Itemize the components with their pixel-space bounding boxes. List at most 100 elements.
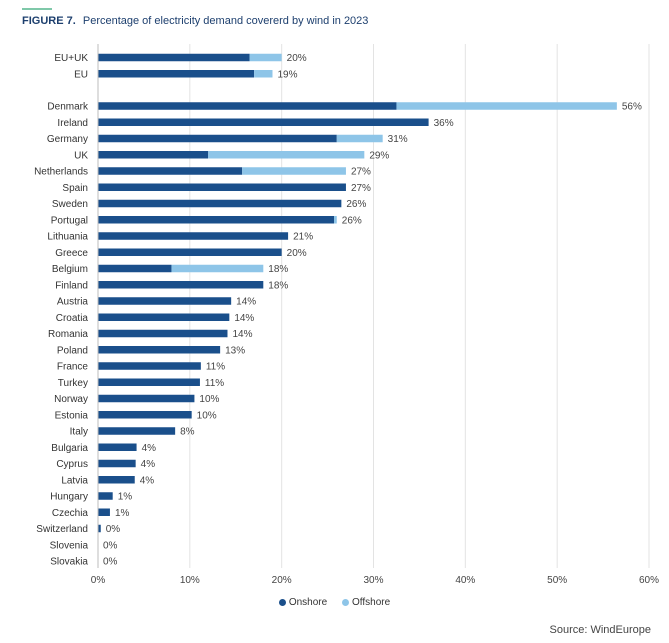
category-label: Estonia <box>55 410 89 421</box>
accent-line <box>22 8 52 10</box>
data-label: 27% <box>351 167 371 178</box>
bar-offshore <box>396 102 617 110</box>
bar-onshore <box>98 346 221 354</box>
bar-onshore <box>98 248 282 256</box>
bar-onshore <box>98 118 429 126</box>
category-label: Hungary <box>50 492 88 503</box>
bar-onshore <box>98 183 346 191</box>
x-tick-label: 40% <box>455 575 475 586</box>
category-label: Romania <box>48 329 88 340</box>
category-label: Portugal <box>51 215 88 226</box>
legend-item-offshore: Offshore <box>341 597 391 608</box>
data-label: 10% <box>199 394 219 405</box>
bar-onshore <box>98 492 113 500</box>
legend-item-onshore: Onshore <box>278 597 328 608</box>
data-label: 4% <box>141 459 156 470</box>
bar-onshore <box>98 313 230 321</box>
legend-label-offshore: Offshore <box>351 597 391 608</box>
category-label: Germany <box>47 134 88 145</box>
category-label: Croatia <box>56 313 89 324</box>
category-label: UK <box>74 150 88 161</box>
data-label: 4% <box>140 475 155 486</box>
data-label: 1% <box>118 492 133 503</box>
legend-label-onshore: Onshore <box>288 597 328 608</box>
category-label: Belgium <box>52 264 88 275</box>
bar-onshore <box>98 167 243 175</box>
category-label: EU <box>74 69 88 80</box>
category-label: Slovakia <box>50 557 88 568</box>
source-note: Source: WindEurope <box>549 624 652 636</box>
bar-onshore <box>98 378 200 386</box>
data-label: 4% <box>142 443 157 454</box>
figure-title-text: Percentage of electricity demand coverer… <box>82 15 369 27</box>
bar-onshore <box>98 427 176 435</box>
data-label: 18% <box>268 280 288 291</box>
data-label: 14% <box>234 313 254 324</box>
category-label: Ireland <box>57 118 88 129</box>
category-label: France <box>57 362 89 373</box>
data-label: 0% <box>103 540 118 551</box>
bar-offshore <box>171 264 264 273</box>
figure-title: FIGURE 7. Percentage of electricity dema… <box>22 15 368 27</box>
data-label: 20% <box>287 53 307 64</box>
data-label: 0% <box>106 524 121 535</box>
data-label: 19% <box>277 69 297 80</box>
x-tick-label: 20% <box>272 575 292 586</box>
category-label: Lithuania <box>47 232 88 243</box>
bar-onshore <box>98 508 110 516</box>
category-label: Denmark <box>47 102 89 113</box>
category-label: Slovenia <box>50 540 89 551</box>
bar-onshore <box>98 329 228 338</box>
x-tick-label: 60% <box>639 575 659 586</box>
data-label: 27% <box>351 183 371 194</box>
data-label: 0% <box>103 557 118 568</box>
bar-onshore <box>98 216 335 224</box>
x-tick-label: 0% <box>91 575 106 586</box>
bar-offshore <box>254 70 273 78</box>
data-label: 11% <box>206 362 225 373</box>
bar-offshore <box>249 53 282 62</box>
legend-dot-offshore <box>341 599 349 606</box>
bar-offshore <box>336 134 383 143</box>
data-label: 1% <box>115 508 130 519</box>
category-label: Latvia <box>61 475 88 486</box>
category-label: Finland <box>55 280 88 291</box>
data-label: 20% <box>287 248 307 259</box>
bar-onshore <box>98 232 289 240</box>
bar-onshore <box>98 459 136 468</box>
figure-label: FIGURE 7. <box>22 15 76 27</box>
bar-onshore <box>98 264 172 273</box>
data-label: 14% <box>232 329 252 340</box>
x-tick-label: 30% <box>363 575 383 586</box>
bar-onshore <box>98 199 342 208</box>
category-label: Norway <box>54 394 88 405</box>
bar-onshore <box>98 411 192 419</box>
category-label: Sweden <box>52 199 88 210</box>
data-label: 11% <box>205 378 224 389</box>
bar-offshore <box>242 167 346 175</box>
category-label: Spain <box>62 183 88 194</box>
bar-onshore <box>98 134 337 143</box>
data-label: 56% <box>622 102 642 113</box>
bar-onshore <box>98 443 137 451</box>
bar-onshore <box>98 70 255 78</box>
bar-offshore <box>208 151 365 159</box>
x-tick-label: 10% <box>180 575 200 586</box>
bar-onshore <box>98 53 250 62</box>
data-label: 18% <box>268 264 288 275</box>
data-label: 26% <box>342 215 362 226</box>
data-label: 21% <box>293 232 313 243</box>
bar-onshore <box>98 362 201 370</box>
bar-offshore <box>334 216 337 224</box>
category-label: Netherlands <box>34 167 88 178</box>
data-label: 8% <box>180 427 195 438</box>
category-label: Turkey <box>58 378 88 389</box>
bar-onshore <box>98 102 397 110</box>
data-label: 29% <box>369 150 389 161</box>
data-label: 26% <box>346 199 366 210</box>
data-label: 14% <box>236 297 256 308</box>
bar-onshore <box>98 151 209 159</box>
category-label: Cyprus <box>56 459 88 470</box>
legend-dot-onshore <box>278 599 286 606</box>
